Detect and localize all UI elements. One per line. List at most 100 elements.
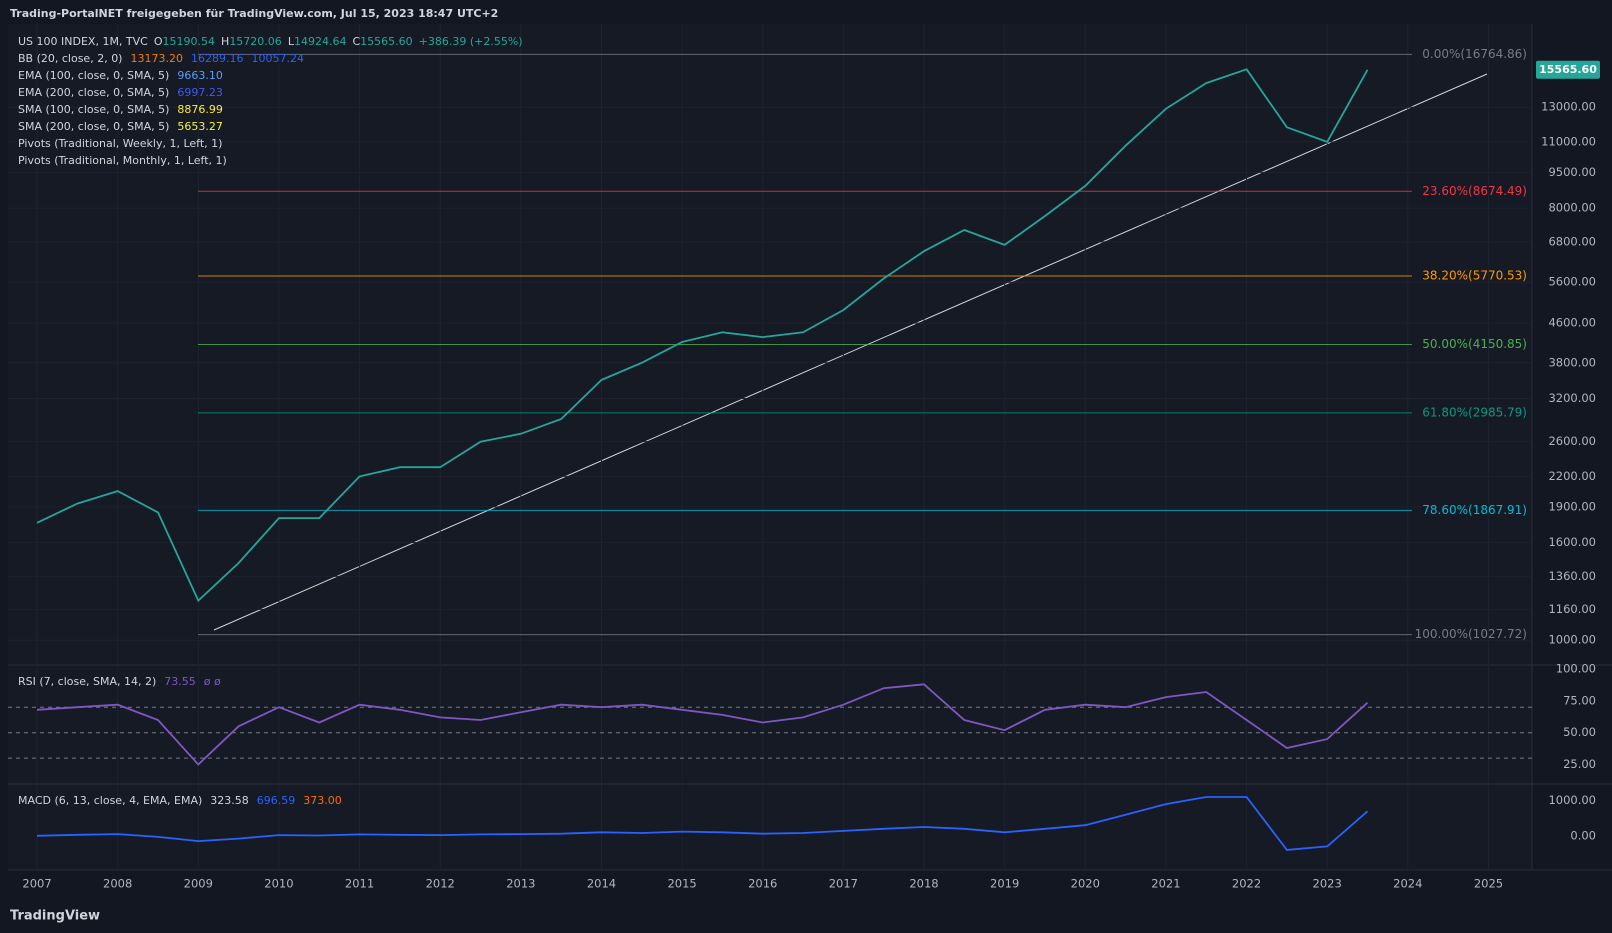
- fib-label: 78.60%(1867.91): [1422, 503, 1527, 517]
- indicator-label: Pivots (Traditional, Weekly, 1, Left, 1): [18, 137, 222, 150]
- y-tick-label: 2200.00: [1548, 469, 1596, 483]
- series-line: [36, 796, 1369, 851]
- x-tick-label: 2025: [1474, 877, 1503, 891]
- indicator-label: EMA (100, close, 0, SMA, 5): [18, 69, 169, 82]
- ohlc-label: L: [288, 35, 295, 48]
- y-tick-label: 75.00: [1563, 693, 1596, 707]
- indicator-value: 13173.20: [130, 52, 183, 65]
- legend-row: EMA (100, close, 0, SMA, 5) 9663.10: [18, 69, 223, 82]
- indicator-value: 16289.16: [191, 52, 244, 65]
- y-tick-label: 13000.00: [1541, 100, 1596, 114]
- x-tick-label: 2023: [1313, 877, 1342, 891]
- y-tick-label: 1160.00: [1548, 602, 1596, 616]
- x-tick-label: 2011: [345, 877, 374, 891]
- indicator-label: Pivots (Traditional, Monthly, 1, Left, 1…: [18, 154, 227, 167]
- x-tick-label: 2012: [426, 877, 455, 891]
- pane-title: MACD (6, 13, close, 4, EMA, EMA): [18, 794, 202, 807]
- y-tick-label: 1600.00: [1548, 535, 1596, 549]
- legend-value: 323.58: [210, 794, 249, 807]
- legend-row: SMA (100, close, 0, SMA, 5) 8876.99: [18, 103, 223, 116]
- x-tick-label: 2010: [264, 877, 293, 891]
- fib-label: 50.00%(4150.85): [1422, 337, 1527, 351]
- x-tick-label: 2021: [1151, 877, 1180, 891]
- y-tick-label: 11000.00: [1541, 134, 1596, 148]
- series-line: [36, 683, 1369, 766]
- legend-row: Pivots (Traditional, Monthly, 1, Left, 1…: [18, 154, 227, 167]
- fib-label: 23.60%(8674.49): [1422, 184, 1527, 198]
- x-tick-label: 2013: [506, 877, 535, 891]
- last-price-box: [1536, 60, 1600, 79]
- y-tick-label: 5600.00: [1548, 275, 1596, 289]
- x-tick-label: 2007: [22, 877, 51, 891]
- header-title: Trading-PortalNET freigegeben für Tradin…: [10, 7, 498, 20]
- indicator-value: 6997.23: [177, 86, 223, 99]
- chart-layer: 1000.00 1160.00 1360.00 1600.00 1900.00 2200.…: [8, 24, 1600, 891]
- legend-value: 73.55: [164, 675, 196, 688]
- x-tick-label: 2008: [103, 877, 132, 891]
- x-tick-label: 2020: [1071, 877, 1100, 891]
- y-tick-label: 100.00: [1556, 662, 1596, 676]
- y-tick-label: 25.00: [1563, 757, 1596, 771]
- x-tick-label: 2016: [748, 877, 777, 891]
- ohlc-value: 15190.54: [163, 35, 216, 48]
- x-tick-label: 2017: [829, 877, 858, 891]
- y-tick-label: 6800.00: [1548, 234, 1596, 248]
- series-name: US 100 INDEX, 1M, TVC: [18, 35, 148, 48]
- indicator-value: 10057.24: [251, 52, 304, 65]
- footer-brand: TradingView: [10, 909, 100, 924]
- indicator-label: SMA (100, close, 0, SMA, 5): [18, 103, 169, 116]
- legend-value: 696.59: [257, 794, 296, 807]
- y-tick-label: 50.00: [1563, 725, 1596, 739]
- trend-line: [213, 73, 1488, 631]
- legend-row: SMA (200, close, 0, SMA, 5) 5653.27: [18, 120, 223, 133]
- x-tick-label: 2014: [587, 877, 616, 891]
- indicator-value: 5653.27: [177, 120, 223, 133]
- ohlc-value: 15565.60: [360, 35, 413, 48]
- legend-row: EMA (200, close, 0, SMA, 5) 6997.23: [18, 86, 223, 99]
- legend-row: Pivots (Traditional, Weekly, 1, Left, 1): [18, 137, 222, 150]
- ohlc-label: O: [154, 35, 163, 48]
- y-tick-label: 4600.00: [1548, 316, 1596, 330]
- legend-row: MACD (6, 13, close, 4, EMA, EMA) 323.58 69…: [18, 794, 342, 807]
- y-tick-label: 0.00: [1570, 828, 1596, 842]
- y-tick-label: 9500.00: [1548, 165, 1596, 179]
- y-tick-label: 1360.00: [1548, 569, 1596, 583]
- fib-label: 0.00%(16764.86): [1422, 47, 1527, 61]
- ohlc-label: H: [221, 35, 229, 48]
- x-tick-label: 2015: [667, 877, 696, 891]
- indicator-value: 8876.99: [177, 103, 223, 116]
- plot-area: [8, 24, 1532, 870]
- y-tick-label: 2600.00: [1548, 434, 1596, 448]
- y-tick-label: 3800.00: [1548, 355, 1596, 369]
- ohlc-value: 15720.06: [229, 35, 282, 48]
- last-price-label: 15565.60: [1539, 63, 1597, 76]
- y-tick-label: 1000.00: [1548, 793, 1596, 807]
- y-tick-label: 1000.00: [1548, 633, 1596, 647]
- fib-label: 100.00%(1027.72): [1415, 627, 1527, 641]
- fib-label: 61.80%(2985.79): [1422, 405, 1527, 419]
- y-tick-label: 1900.00: [1548, 499, 1596, 513]
- x-tick-label: 2022: [1232, 877, 1261, 891]
- legend-value: 373.00: [303, 794, 342, 807]
- x-tick-label: 2009: [184, 877, 213, 891]
- y-tick-label: 8000.00: [1548, 201, 1596, 215]
- ohlc-value: 14924.64: [294, 35, 347, 48]
- series-line: [36, 68, 1369, 603]
- ohlc-label: C: [352, 35, 360, 48]
- legend-row: US 100 INDEX, 1M, TVC O15190.54 H15720.06 L…: [18, 35, 523, 48]
- indicator-label: EMA (200, close, 0, SMA, 5): [18, 86, 169, 99]
- legend-value: ø ø: [204, 675, 221, 688]
- x-tick-label: 2018: [909, 877, 938, 891]
- indicator-value: 9663.10: [177, 69, 223, 82]
- indicator-label: SMA (200, close, 0, SMA, 5): [18, 120, 169, 133]
- fib-label: 38.20%(5770.53): [1422, 268, 1527, 282]
- x-tick-label: 2019: [990, 877, 1019, 891]
- legend-row: BB (20, close, 2, 0) 13173.20 16289.16 1005…: [18, 52, 304, 65]
- x-tick-label: 2024: [1393, 877, 1422, 891]
- y-tick-label: 3200.00: [1548, 391, 1596, 405]
- legend-row: RSI (7, close, SMA, 14, 2) 73.55 ø ø: [18, 675, 221, 688]
- change: +386.39 (+2.55%): [419, 35, 523, 48]
- indicator-label: BB (20, close, 2, 0): [18, 52, 122, 65]
- pane-title: RSI (7, close, SMA, 14, 2): [18, 675, 156, 688]
